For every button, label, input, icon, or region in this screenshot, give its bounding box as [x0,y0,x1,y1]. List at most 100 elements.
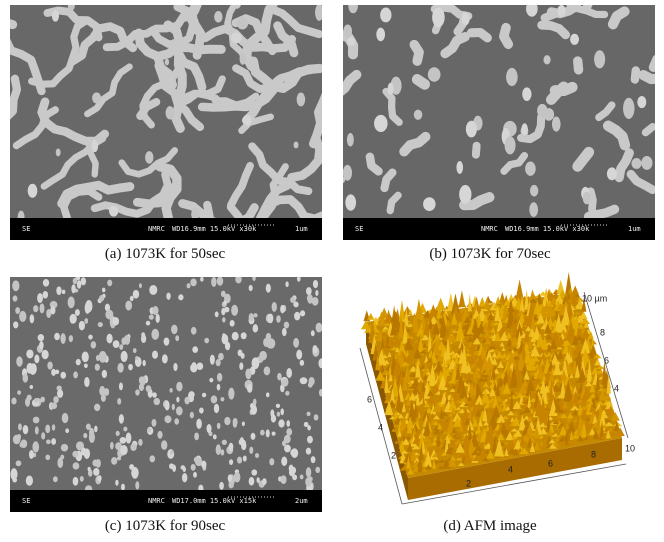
particle [91,140,98,152]
particle [96,355,100,361]
particle [199,408,204,414]
particle [130,296,134,301]
particle [215,311,219,317]
particle [151,329,159,340]
particle [255,453,259,458]
particle [345,194,356,210]
particle [272,431,276,435]
particle [526,1,538,17]
particle [221,397,225,401]
particle [182,473,187,482]
particle [187,283,191,288]
particle [237,457,242,464]
particle [11,397,16,404]
particle [235,275,241,283]
particle [277,373,282,381]
particle [635,71,636,80]
particle [239,362,243,369]
particle [230,320,235,327]
particle [210,355,215,365]
particle [242,422,245,427]
z-axis-label: 10 µm [582,293,607,303]
particle [307,412,311,417]
particle [347,133,354,146]
particle [175,0,182,4]
particle [290,449,296,456]
particle [174,418,179,424]
particle [222,440,227,445]
particle [88,467,91,471]
particle [27,395,32,401]
particle [280,475,286,484]
particle [80,476,84,482]
particle [643,75,664,79]
particle [504,28,509,45]
institution: NMRC [481,225,498,233]
particle [220,449,224,455]
tick-label: 4 [378,422,383,432]
tick-label: 4 [614,383,619,393]
particle [113,340,120,348]
particle [170,451,174,455]
particle [278,419,284,427]
particle [313,280,318,288]
particle [102,370,107,378]
particle [249,447,253,454]
particle [73,371,78,378]
particle [94,404,100,411]
particle [53,396,59,403]
afm-peak [459,290,466,307]
particle [285,281,288,287]
particle [165,59,169,66]
particle [282,440,286,446]
particle [224,417,230,425]
particle [20,442,25,448]
panel-caption: (a) 1073K for 50sec [105,246,226,262]
particle [578,61,579,70]
particle [304,422,309,427]
particle [190,412,194,419]
particle [40,303,45,313]
particle [343,25,352,38]
particle [106,334,112,344]
particle [121,484,125,491]
particle [88,335,92,340]
particle [16,460,22,466]
particle [15,307,20,314]
settings: WD17.0mm 15.0kV x15k [172,497,257,505]
particle [637,96,646,108]
particle [297,276,301,282]
particle [245,368,251,379]
particle [641,156,652,170]
particle [119,344,123,350]
particle [68,297,75,309]
particle [232,332,239,340]
particle [191,464,196,471]
particle [146,385,151,392]
particle [112,317,119,325]
particle [277,412,280,417]
particle [99,295,104,301]
particle [60,455,64,460]
particle [194,432,199,440]
particle [84,363,88,368]
particle [214,11,222,22]
particle [33,305,38,312]
particle [591,191,594,218]
settings: WD16.9mm 15.0kV x30k [172,225,257,233]
particle [32,441,39,452]
particle [243,455,247,461]
particle [222,317,225,323]
particle [311,456,316,463]
particle [12,478,17,483]
settings: WD16.9mm 15.0kV x30k [505,225,590,233]
particle [476,146,477,155]
particle [40,397,45,403]
particle [23,373,29,382]
particle [194,457,199,463]
particle [61,444,68,452]
particle [141,332,145,337]
particle [252,357,260,369]
particle [152,419,157,427]
particle [281,378,288,386]
